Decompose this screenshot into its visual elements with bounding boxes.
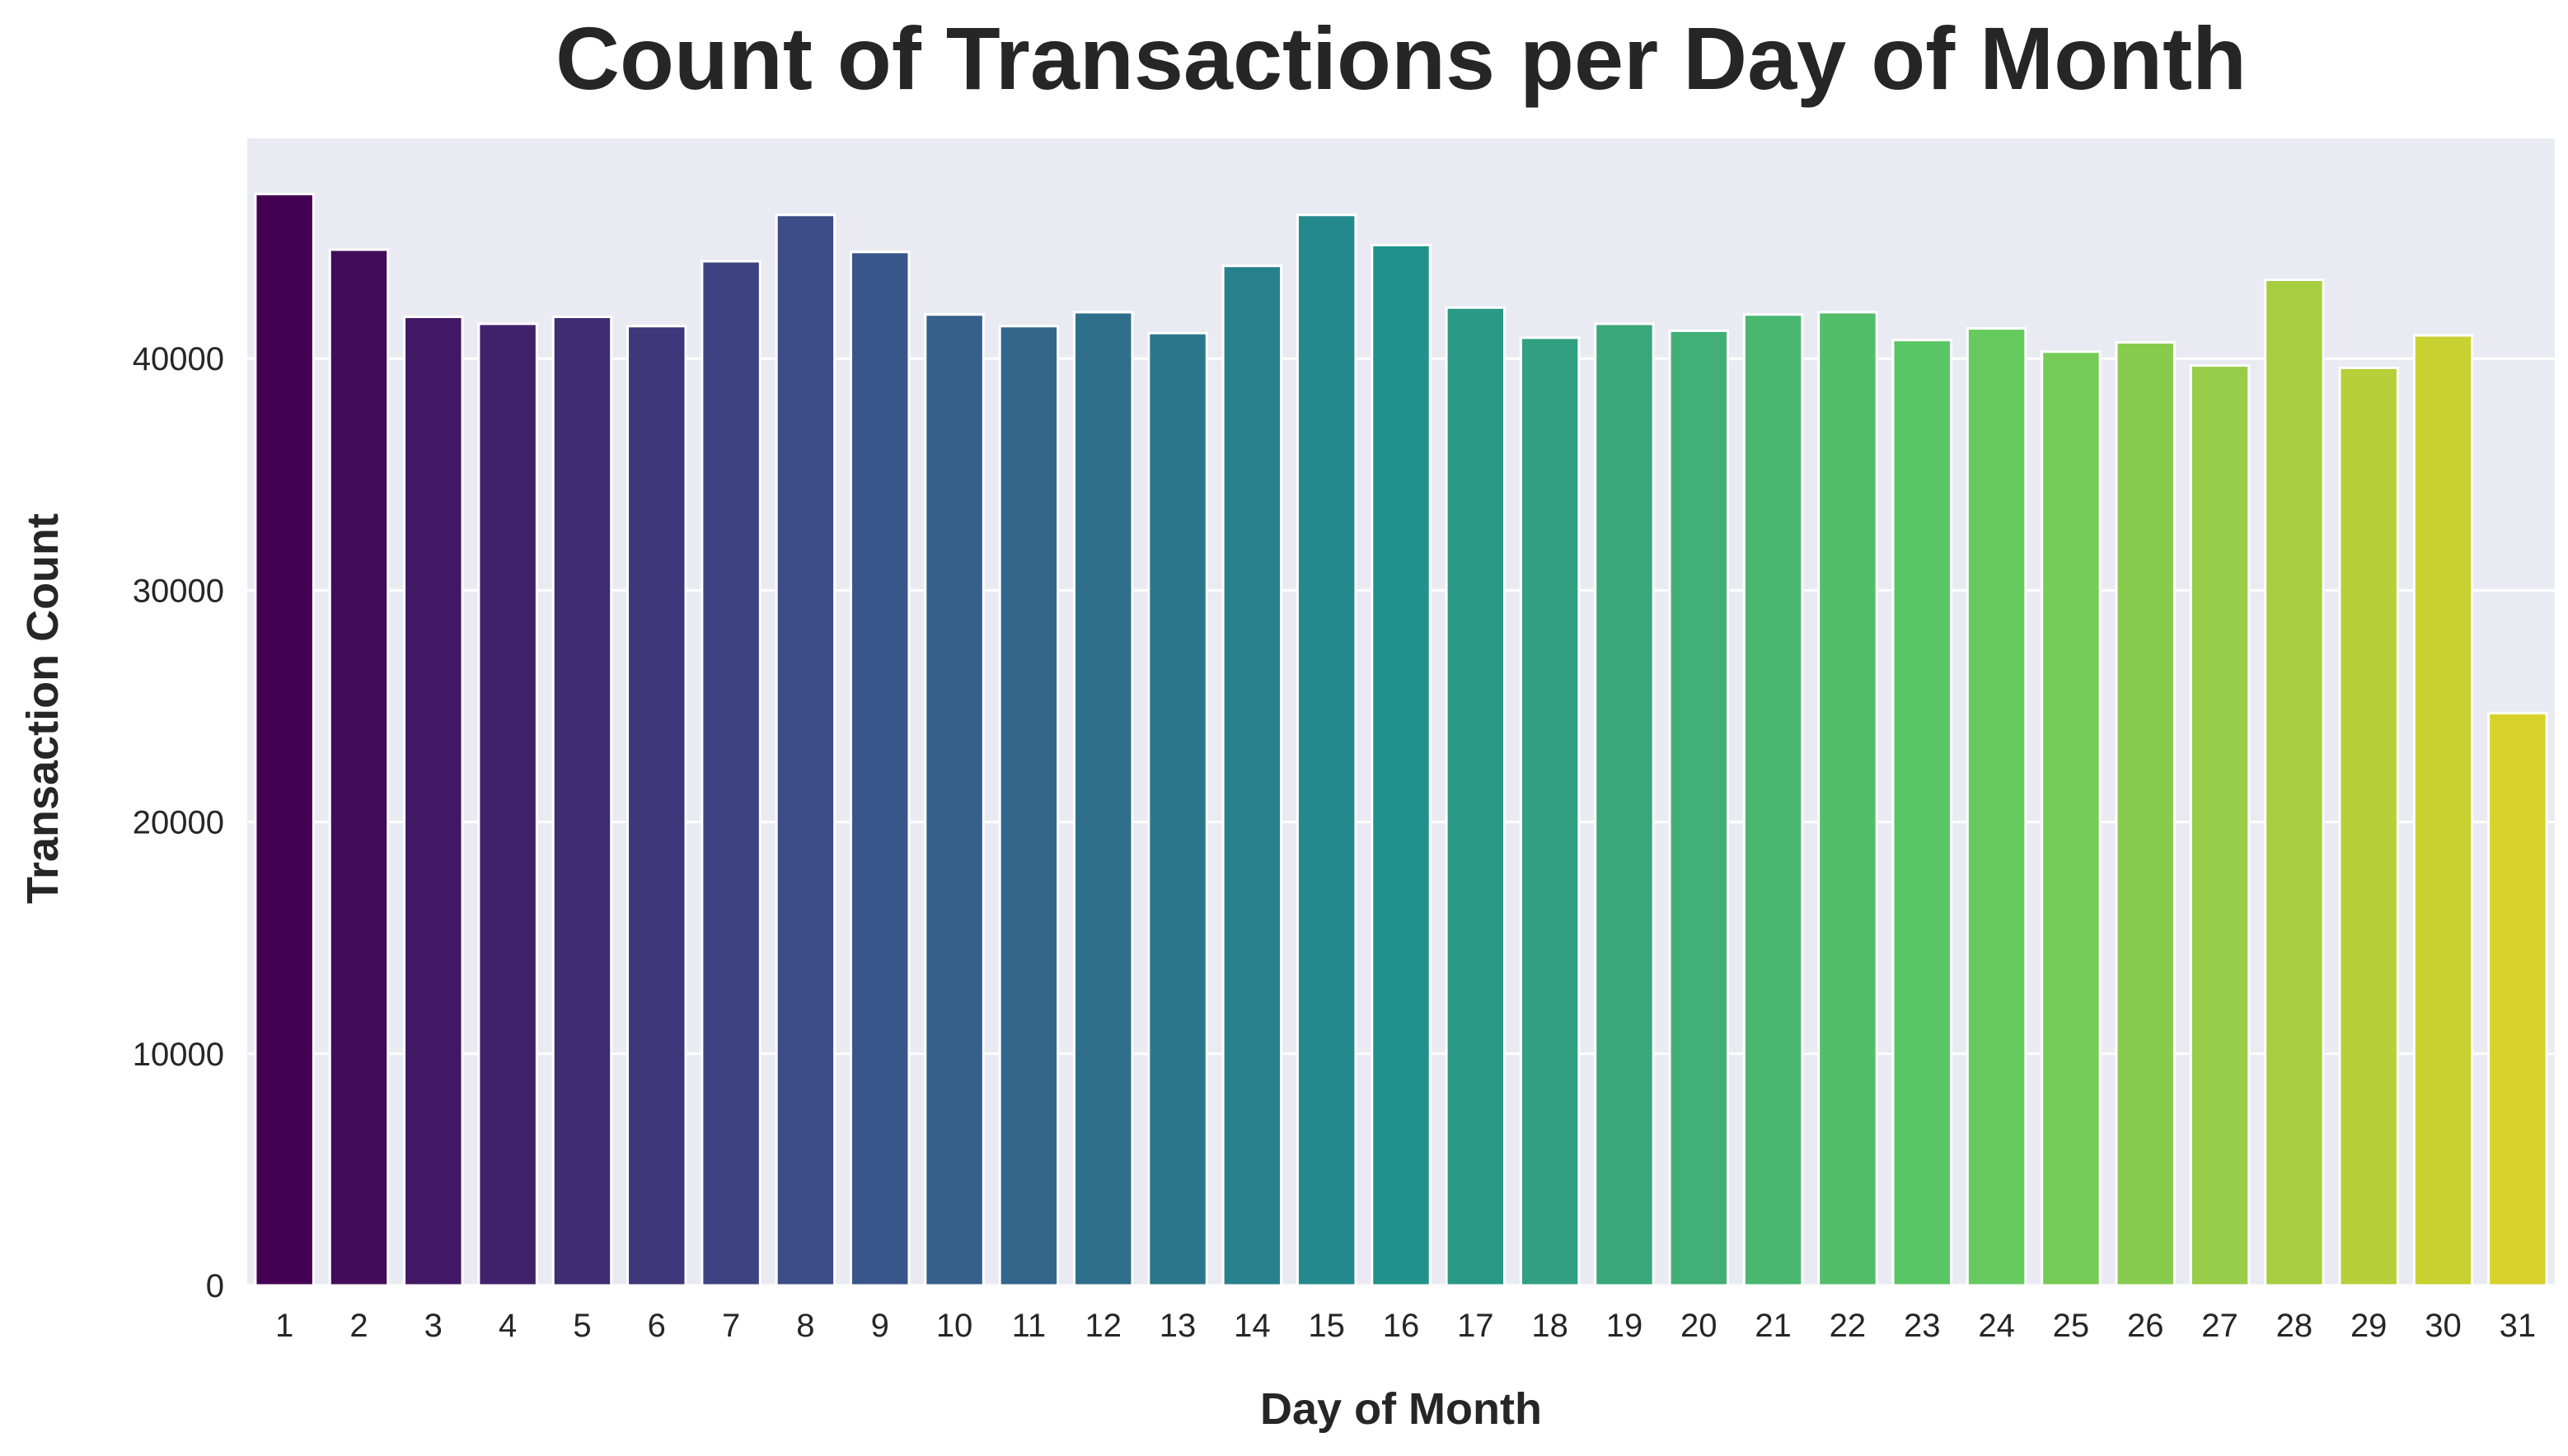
bar-day-8 [775, 213, 836, 1287]
x-tick-label: 4 [499, 1308, 517, 1344]
x-tick-label: 28 [2276, 1308, 2313, 1344]
y-tick-label: 10000 [133, 1037, 224, 1073]
bar-day-31 [2487, 711, 2548, 1287]
x-tick-label: 5 [573, 1308, 591, 1344]
x-tick-label: 10 [936, 1308, 973, 1344]
bar-day-10 [924, 313, 985, 1287]
x-tick-label: 18 [1531, 1308, 1568, 1344]
x-tick-label: 16 [1383, 1308, 1420, 1344]
x-tick-label: 26 [2127, 1308, 2164, 1344]
x-tick-label: 14 [1234, 1308, 1271, 1344]
x-tick-label: 6 [648, 1308, 666, 1344]
bar-day-15 [1296, 213, 1357, 1287]
chart-title: Count of Transactions per Day of Month [555, 8, 2247, 108]
x-tick-label: 17 [1457, 1308, 1494, 1344]
bar-day-19 [1594, 322, 1655, 1287]
x-tick-label: 23 [1904, 1308, 1941, 1344]
x-tick-label: 27 [2201, 1308, 2238, 1344]
bar-day-3 [403, 316, 464, 1287]
x-tick-label: 30 [2425, 1308, 2462, 1344]
x-tick-label: 29 [2350, 1308, 2388, 1344]
y-tick-label: 30000 [133, 573, 224, 609]
bar-day-20 [1668, 329, 1730, 1287]
y-tick-label: 40000 [133, 341, 224, 377]
x-tick-label: 13 [1160, 1308, 1197, 1344]
bar-day-25 [2041, 350, 2102, 1287]
bar-day-12 [1072, 311, 1134, 1287]
bar-day-17 [1445, 306, 1507, 1287]
bar-day-13 [1147, 331, 1208, 1287]
x-tick-label: 24 [1978, 1308, 2015, 1344]
x-tick-label: 11 [1012, 1308, 1047, 1344]
bar-day-27 [2189, 364, 2251, 1287]
x-tick-label: 8 [796, 1308, 814, 1344]
bar-day-28 [2264, 279, 2325, 1287]
y-axis-ticks: 0 10000 20000 30000 40000 [133, 341, 224, 1304]
bar-day-23 [1891, 339, 1952, 1287]
y-tick-label: 0 [206, 1268, 224, 1304]
y-axis-label: Transaction Count [18, 513, 68, 904]
x-tick-label: 20 [1680, 1308, 1717, 1344]
bar-day-26 [2115, 340, 2176, 1287]
x-tick-label: 12 [1085, 1308, 1122, 1344]
x-tick-label: 9 [871, 1308, 889, 1344]
bar-day-30 [2412, 334, 2474, 1287]
x-tick-label: 7 [722, 1308, 740, 1344]
bar-day-22 [1817, 311, 1878, 1287]
x-axis-label: Day of Month [1260, 1384, 1542, 1434]
x-tick-label: 2 [349, 1308, 368, 1344]
bar-day-2 [328, 248, 390, 1287]
bar-day-24 [1966, 327, 2027, 1287]
bar-day-29 [2338, 366, 2399, 1287]
x-tick-label: 19 [1606, 1308, 1643, 1344]
bar-day-4 [477, 322, 538, 1287]
bar-day-14 [1221, 265, 1283, 1287]
bar-day-7 [701, 260, 761, 1287]
bar-day-21 [1742, 313, 1804, 1287]
x-tick-label: 22 [1830, 1308, 1867, 1344]
bar-day-11 [998, 325, 1060, 1287]
bar-day-6 [626, 325, 687, 1287]
bar-day-18 [1519, 336, 1581, 1287]
x-axis-ticks: 1 2 3 4 5 6 7 8 9 10 11 12 13 14 15 16 17 18 19 20 21 22 23 24 2… [275, 1308, 2536, 1344]
x-tick-label: 31 [2500, 1308, 2537, 1344]
x-tick-label: 15 [1308, 1308, 1345, 1344]
bar-day-16 [1371, 243, 1432, 1287]
x-tick-label: 21 [1755, 1308, 1792, 1344]
x-tick-label: 1 [275, 1308, 293, 1344]
bar-day-9 [850, 250, 911, 1287]
bar-day-5 [551, 316, 613, 1287]
y-tick-label: 20000 [133, 805, 224, 841]
x-tick-label: 3 [424, 1308, 443, 1344]
bar-day-1 [254, 192, 315, 1287]
x-tick-label: 25 [2053, 1308, 2090, 1344]
bars [254, 192, 2548, 1287]
